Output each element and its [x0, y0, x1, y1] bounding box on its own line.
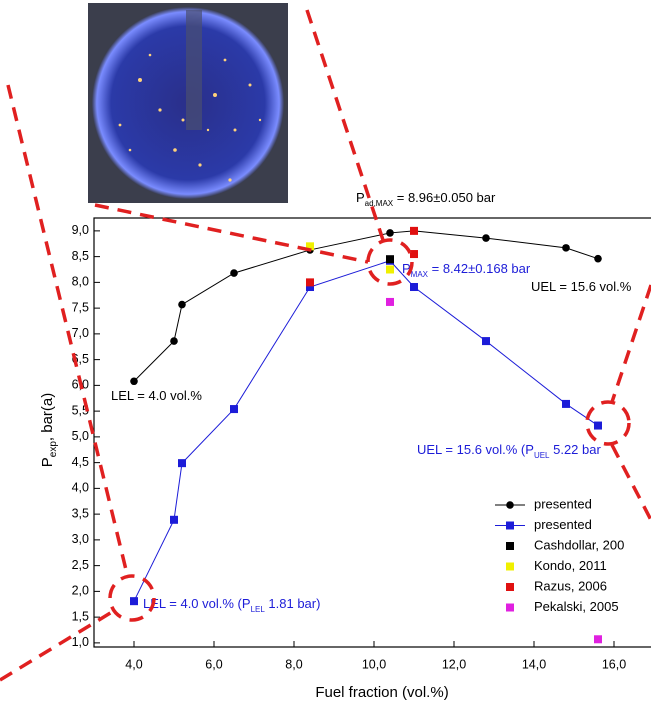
- legend-label: Cashdollar, 200: [534, 537, 624, 552]
- data-point: [386, 298, 394, 306]
- y-tick-label: 4,0: [72, 481, 89, 495]
- legend-item: Cashdollar, 200: [506, 537, 624, 552]
- legend-marker: [506, 542, 514, 550]
- legend-label: presented: [534, 496, 592, 511]
- annotation-rest: = 8.96±0.050 bar: [393, 190, 496, 205]
- annotation-main: UEL = 15.6 vol.%: [531, 279, 632, 294]
- data-point: [594, 422, 602, 430]
- data-point: [306, 278, 314, 286]
- data-point: [410, 250, 418, 258]
- data-point: [386, 266, 394, 274]
- y-tick-label: 1,5: [72, 609, 89, 623]
- annotation-main: LEL = 4.0 vol.% (P: [143, 596, 251, 611]
- y-label-rest: , bar(a): [39, 393, 56, 441]
- annotation: LEL = 4.0 vol.% (PLEL 1.81 bar): [143, 596, 320, 613]
- y-tick-label: 7,0: [72, 326, 89, 340]
- y-tick-label: 1,0: [72, 635, 89, 649]
- annotation: UEL = 15.6 vol.% (PUEL 5.22 bar: [417, 442, 601, 459]
- annotation: Pad,MAX = 8.96±0.050 bar: [356, 190, 496, 207]
- data-point: [410, 227, 418, 235]
- y-tick-label: 3,0: [72, 532, 89, 546]
- data-point: [594, 635, 602, 643]
- y-tick-label: 8,5: [72, 249, 89, 263]
- data-point: [482, 234, 490, 242]
- x-tick-label: 14,0: [522, 657, 546, 671]
- annotation-sub: LEL: [251, 605, 266, 614]
- annotation-rest: 1.81 bar): [265, 596, 321, 611]
- legend-label: presented: [534, 517, 592, 532]
- x-tick-label: 16,0: [602, 657, 626, 671]
- data-point: [410, 283, 418, 291]
- data-point: [178, 459, 186, 467]
- x-tick-label: 6,0: [205, 657, 222, 671]
- annotation-main: P: [356, 190, 365, 205]
- annotation-main: UEL = 15.6 vol.% (P: [417, 442, 534, 457]
- y-tick-label: 3,5: [72, 506, 89, 520]
- annotation-sub: ad,MAX: [365, 199, 394, 208]
- x-tick-label: 8,0: [285, 657, 302, 671]
- page: {"chart_data": {"type": "line", "xlabel"…: [0, 0, 651, 711]
- annotation: LEL = 4.0 vol.%: [111, 388, 202, 403]
- data-point: [386, 229, 394, 237]
- legend-item: presented: [495, 496, 592, 511]
- series-line: [134, 261, 598, 601]
- legend-marker: [506, 501, 514, 509]
- legend-marker: [506, 583, 514, 591]
- y-tick-label: 2,0: [72, 584, 89, 598]
- annotation: PMAX = 8.42±0.168 bar: [402, 261, 531, 278]
- annotation: UEL = 15.6 vol.%: [531, 279, 632, 294]
- y-tick-label: 2,5: [72, 558, 89, 572]
- data-point: [170, 516, 178, 524]
- data-point: [562, 244, 570, 252]
- legend-item: presented: [495, 517, 592, 532]
- series-line: [134, 231, 598, 381]
- y-tick-label: 5,0: [72, 429, 89, 443]
- legend-marker: [506, 522, 514, 530]
- y-label-main: P: [39, 457, 56, 467]
- data-point: [230, 269, 238, 277]
- y-axis-label: Pexp, bar(a): [39, 393, 59, 468]
- y-tick-label: 7,5: [72, 300, 89, 314]
- y-tick-label: 8,0: [72, 275, 89, 289]
- legend-marker: [506, 563, 514, 571]
- data-point: [482, 337, 490, 345]
- legend-item: Kondo, 2011: [506, 558, 607, 573]
- x-axis-label: Fuel fraction (vol.%): [315, 684, 448, 701]
- photo: [88, 3, 288, 203]
- annotation-sub: MAX: [411, 270, 429, 279]
- annotation-rest: = 8.42±0.168 bar: [428, 261, 531, 276]
- legend-label: Pekalski, 2005: [534, 599, 619, 614]
- data-point: [130, 597, 138, 605]
- data-point: [386, 255, 394, 263]
- legend-item: Pekalski, 2005: [506, 599, 619, 614]
- x-tick-label: 12,0: [442, 657, 466, 671]
- annotation-main: LEL = 4.0 vol.%: [111, 388, 202, 403]
- data-point: [230, 405, 238, 413]
- y-tick-label: 4,5: [72, 455, 89, 469]
- data-point: [594, 255, 602, 263]
- legend-label: Razus, 2006: [534, 578, 607, 593]
- legend-marker: [506, 604, 514, 612]
- chart: 4,0 6,0 8,0 10,0 12,0 14,0 16,0 1,0 1,5 2,0 2,5 3,0…: [0, 0, 651, 711]
- plot-area: 4,0 6,0 8,0 10,0 12,0 14,0 16,0 1,0 1,5 2,0 2,5 3,0…: [39, 190, 651, 701]
- legend-label: Kondo, 2011: [534, 558, 607, 573]
- x-tick-label: 10,0: [362, 657, 386, 671]
- data-point: [178, 301, 186, 309]
- annotation-sub: UEL: [534, 451, 550, 460]
- data-point: [562, 400, 570, 408]
- legend-item: Razus, 2006: [506, 578, 607, 593]
- y-tick-label: 9,0: [72, 223, 89, 237]
- y-label-sub: exp: [48, 441, 59, 458]
- x-tick-label: 4,0: [125, 657, 142, 671]
- data-point: [130, 377, 138, 385]
- data-point: [170, 337, 178, 345]
- annotation-rest: 5.22 bar: [550, 442, 602, 457]
